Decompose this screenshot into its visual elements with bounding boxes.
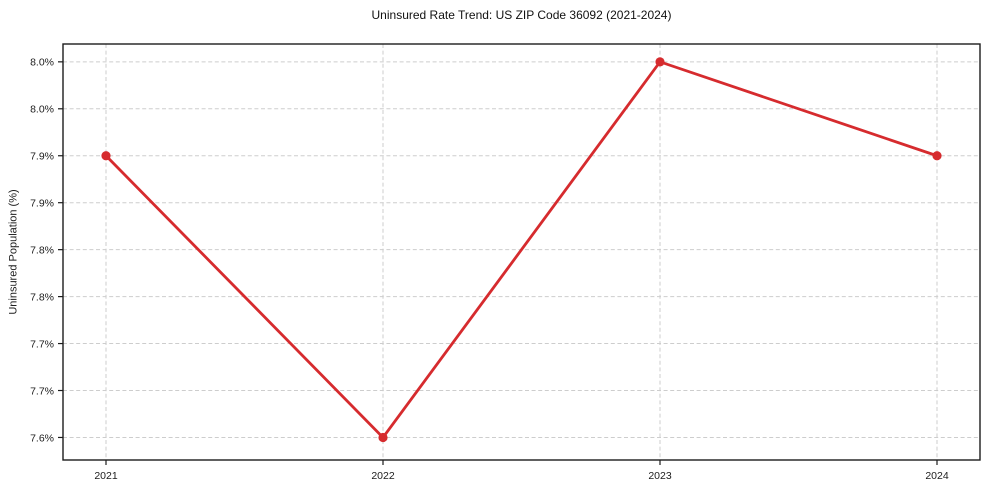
chart-title: Uninsured Rate Trend: US ZIP Code 36092 … [371,8,672,22]
trend-line [104,60,939,440]
data-point [101,151,111,161]
plot-border [62,43,981,461]
y-tick-label: 8.0% [30,104,54,116]
y-tick-label: 7.6% [30,432,54,444]
y-tick-label: 7.8% [30,244,54,256]
x-tick-label: 2022 [371,470,395,482]
data-point [378,432,388,443]
y-tick-label: 8.0% [30,57,54,69]
y-tick-label: 7.8% [30,291,54,303]
data-point [655,57,665,67]
x-tick-label: 2021 [94,470,118,482]
x-tick-label: 2024 [925,470,949,482]
y-tick-label: 7.7% [30,385,54,397]
x-tick-label: 2023 [648,470,672,482]
data-point [932,151,942,161]
y-tick-label: 7.7% [30,338,54,350]
y-tick-label: 7.9% [30,151,54,163]
y-tick-label: 7.9% [30,197,54,209]
